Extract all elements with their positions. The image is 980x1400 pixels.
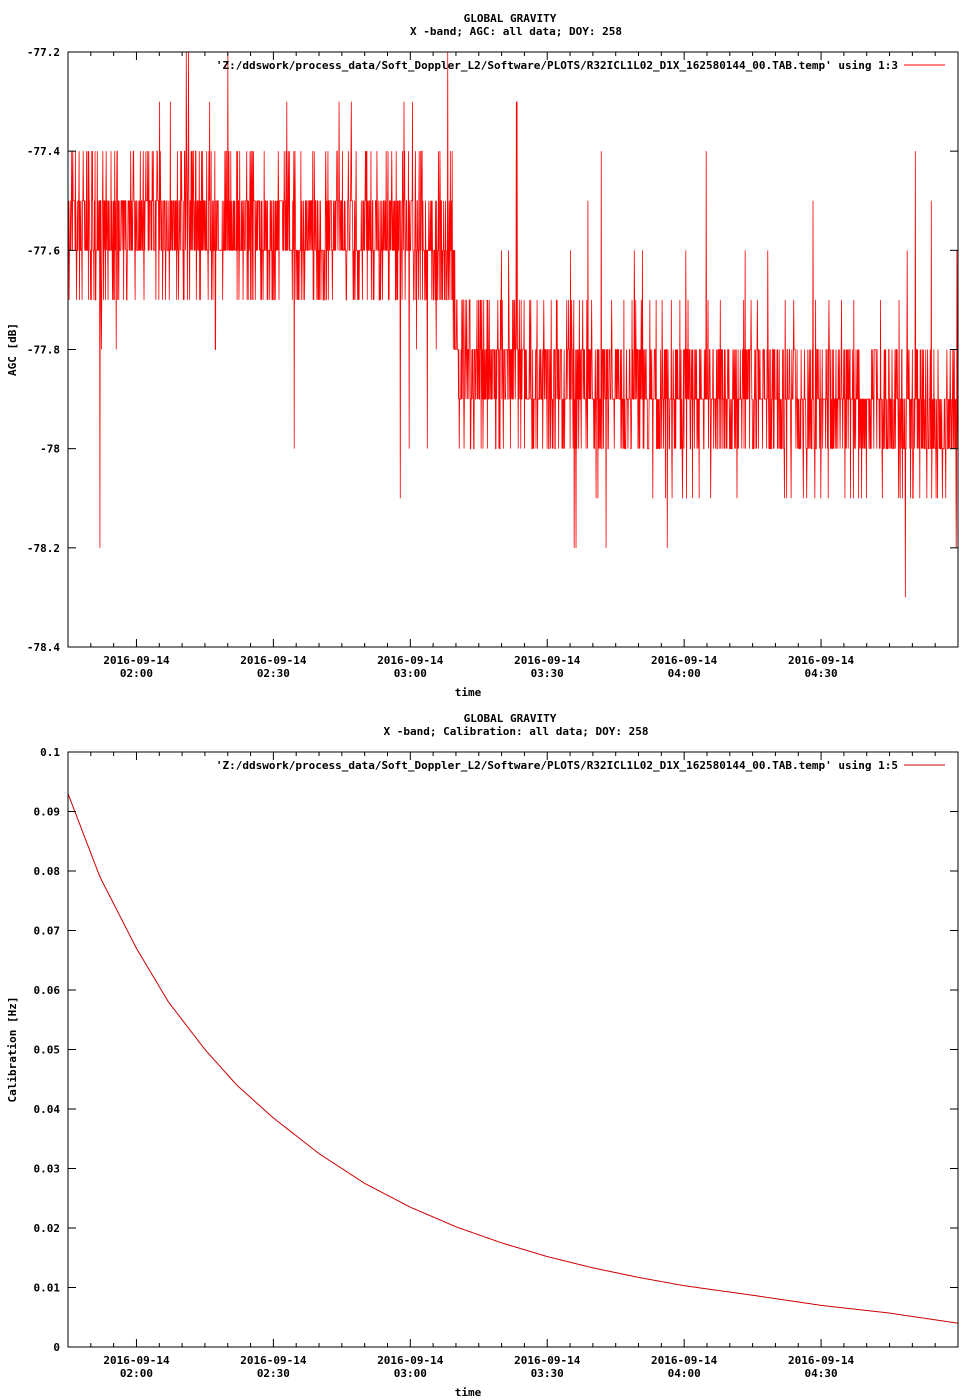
y-axis-label: Calibration [Hz] xyxy=(6,997,19,1103)
x-tick-label-time: 04:00 xyxy=(668,667,701,680)
y-axis-ticks: 0.1 0.09 0.08 0.07 0.06 0.05 0.04 0.03 0.02 0.01 0 xyxy=(34,746,958,1354)
x-tick-label-date: 2016-09-14 xyxy=(103,654,170,667)
x-tick-label-date: 2016-09-14 xyxy=(240,654,307,667)
x-tick-label-date: 2016-09-14 xyxy=(514,654,581,667)
y-tick-label: 0.08 xyxy=(34,865,61,878)
x-tick-label-time: 03:30 xyxy=(531,1367,564,1380)
y-tick-label: 0.07 xyxy=(34,925,61,938)
x-axis-label: time xyxy=(455,686,482,699)
x-tick-label-time: 02:00 xyxy=(120,667,153,680)
x-tick-label-time: 03:00 xyxy=(394,667,427,680)
y-tick-label: 0.03 xyxy=(34,1163,61,1176)
legend: 'Z:/ddswork/process_data/Soft_Doppler_L2… xyxy=(216,759,945,772)
x-tick-label-date: 2016-09-14 xyxy=(103,1354,170,1367)
legend-entry-label: 'Z:/ddswork/process_data/Soft_Doppler_L2… xyxy=(216,759,898,772)
y-tick-label: 0.04 xyxy=(34,1103,61,1116)
x-tick-label-time: 02:30 xyxy=(257,1367,290,1380)
y-axis-ticks: -77.2 -77.4 -77.6 -77.8 -78 -78.2 -78.4 xyxy=(27,46,958,654)
agc-series-group xyxy=(67,51,959,598)
x-axis-label: time xyxy=(455,1386,482,1399)
x-tick-label-date: 2016-09-14 xyxy=(651,654,718,667)
chart-subtitle: X -band; Calibration: all data; DOY: 258 xyxy=(384,725,649,738)
chart-title: GLOBAL GRAVITY xyxy=(464,712,557,725)
y-tick-label: -77.2 xyxy=(27,46,60,59)
y-tick-label: 0.05 xyxy=(34,1044,61,1057)
x-tick-label-date: 2016-09-14 xyxy=(240,1354,307,1367)
calibration-series-line xyxy=(67,793,959,1324)
x-tick-label-time: 04:00 xyxy=(668,1367,701,1380)
chart-title: GLOBAL GRAVITY xyxy=(464,12,557,25)
x-axis-ticks: 2016-09-1402:002016-09-1402:302016-09-14… xyxy=(90,52,936,680)
x-tick-label-time: 04:30 xyxy=(805,667,838,680)
y-tick-label: -78.2 xyxy=(27,542,60,555)
y-tick-label: 0 xyxy=(53,1341,60,1354)
x-tick-label-date: 2016-09-14 xyxy=(788,654,855,667)
chart-subtitle: X -band; AGC: all data; DOY: 258 xyxy=(410,25,622,38)
y-tick-label: -77.4 xyxy=(27,145,60,158)
calibration-chart-panel: GLOBAL GRAVITY X -band; Calibration: all… xyxy=(6,712,959,1399)
agc-chart-panel: GLOBAL GRAVITY X -band; AGC: all data; D… xyxy=(6,12,959,699)
y-tick-label: -78 xyxy=(40,443,60,456)
y-axis-label: AGC [dB] xyxy=(6,323,19,376)
agc-series-line xyxy=(67,51,959,598)
y-tick-label: -78.4 xyxy=(27,641,60,654)
legend-entry-label: 'Z:/ddswork/process_data/Soft_Doppler_L2… xyxy=(216,59,898,72)
x-tick-label-time: 04:30 xyxy=(805,1367,838,1380)
x-tick-label-date: 2016-09-14 xyxy=(514,1354,581,1367)
x-axis-ticks: 2016-09-1402:002016-09-1402:302016-09-14… xyxy=(90,752,936,1380)
x-tick-label-time: 02:30 xyxy=(257,667,290,680)
y-tick-label: -77.6 xyxy=(27,244,60,257)
legend: 'Z:/ddswork/process_data/Soft_Doppler_L2… xyxy=(216,59,945,72)
x-tick-label-date: 2016-09-14 xyxy=(651,1354,718,1367)
y-tick-label: 0.1 xyxy=(40,746,60,759)
calibration-series-group xyxy=(67,793,959,1324)
y-tick-label: -77.8 xyxy=(27,344,60,357)
y-tick-label: 0.01 xyxy=(34,1282,61,1295)
x-tick-label-time: 03:30 xyxy=(531,667,564,680)
x-tick-label-date: 2016-09-14 xyxy=(788,1354,855,1367)
x-tick-label-time: 03:00 xyxy=(394,1367,427,1380)
y-tick-label: 0.06 xyxy=(34,984,61,997)
y-tick-label: 0.02 xyxy=(34,1222,61,1235)
y-tick-label: 0.09 xyxy=(34,806,61,819)
x-tick-label-date: 2016-09-14 xyxy=(377,1354,444,1367)
x-tick-label-time: 02:00 xyxy=(120,1367,153,1380)
x-tick-label-date: 2016-09-14 xyxy=(377,654,444,667)
